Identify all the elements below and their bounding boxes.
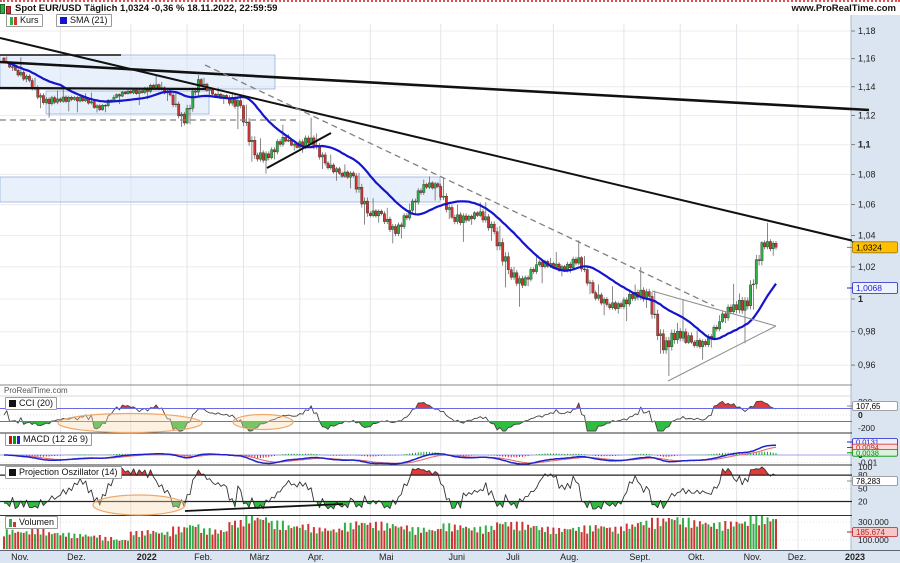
svg-text:Apr.: Apr. <box>308 552 324 562</box>
svg-text:Dez.: Dez. <box>788 552 807 562</box>
svg-text:1,0324: 1,0324 <box>856 242 882 252</box>
svg-text:0,0131: 0,0131 <box>856 438 879 447</box>
svg-text:185.674: 185.674 <box>856 528 885 537</box>
svg-text:Dez.: Dez. <box>67 552 86 562</box>
legend-cci[interactable]: CCI (20) <box>5 397 58 410</box>
svg-text:0,98: 0,98 <box>858 327 876 337</box>
svg-text:107,65: 107,65 <box>856 402 881 411</box>
website-link[interactable]: www.ProRealTime.com <box>791 3 896 14</box>
sma-icon <box>60 17 67 24</box>
macd-panel <box>0 444 852 465</box>
svg-text:50: 50 <box>858 483 868 493</box>
svg-text:Feb.: Feb. <box>194 552 212 562</box>
svg-text:1,18: 1,18 <box>858 26 876 36</box>
svg-text:1,08: 1,08 <box>858 169 876 179</box>
svg-text:80: 80 <box>858 470 868 480</box>
svg-text:78,283: 78,283 <box>856 477 881 486</box>
macd-icon <box>9 435 20 444</box>
svg-text:Nov.: Nov. <box>11 552 29 562</box>
svg-text:-0,01: -0,01 <box>858 458 878 468</box>
cci-icon <box>9 400 16 407</box>
svg-text:Mai: Mai <box>379 552 394 562</box>
svg-text:1,12: 1,12 <box>858 111 876 121</box>
instrument-icon <box>0 3 11 14</box>
svg-text:100.000: 100.000 <box>858 535 889 545</box>
svg-text:1,14: 1,14 <box>858 82 876 92</box>
svg-text:0,96: 0,96 <box>858 360 876 370</box>
svg-text:-200: -200 <box>858 423 875 433</box>
svg-text:1,1: 1,1 <box>858 140 871 150</box>
title-bar: Spot EUR/USD Täglich 1,0324 -0,36 % 18.1… <box>0 0 900 15</box>
svg-text:1,16: 1,16 <box>858 54 876 64</box>
legend-kurs-label: Kurs <box>20 15 39 25</box>
legend-cci-label: CCI (20) <box>19 398 54 408</box>
trend-lines <box>0 37 852 382</box>
legend-macd[interactable]: MACD (12 26 9) <box>5 433 93 446</box>
watermark: ProRealTime.com <box>4 386 68 395</box>
svg-text:Sept.: Sept. <box>629 552 650 562</box>
svg-text:Okt.: Okt. <box>688 552 705 562</box>
svg-text:20: 20 <box>858 497 868 507</box>
legend-projection-label: Projection Oszillator (14) <box>19 467 118 477</box>
svg-text:2023: 2023 <box>845 552 865 562</box>
svg-text:2022: 2022 <box>137 552 157 562</box>
time-axis: Nov. Dez. 2022 Feb. März Apr. Mai Juni Juli Aug. S… <box>11 552 865 562</box>
legend-volumen[interactable]: Volumen <box>5 516 59 529</box>
svg-text:1: 1 <box>858 294 863 304</box>
kurs-icon <box>10 16 17 25</box>
svg-text:0: 0 <box>858 410 863 420</box>
svg-text:Nov.: Nov. <box>744 552 762 562</box>
support-resistance-zones <box>0 54 441 203</box>
ellipse-annotations <box>57 412 294 516</box>
legend-volumen-label: Volumen <box>19 517 55 527</box>
svg-text:Juni: Juni <box>448 552 465 562</box>
svg-text:0,0094: 0,0094 <box>856 443 879 452</box>
legend-sma[interactable]: SMA (21) <box>56 14 112 27</box>
projection-icon <box>9 469 16 476</box>
svg-text:300.000: 300.000 <box>858 517 889 527</box>
legend-projection[interactable]: Projection Oszillator (14) <box>5 466 122 479</box>
projection-panel <box>0 466 852 512</box>
chart-title: Spot EUR/USD Täglich 1,0324 -0,36 % 18.1… <box>15 3 278 14</box>
svg-text:100: 100 <box>858 462 872 472</box>
indicator-axes: 2000-200107,650-0,010,01310,00940,003810… <box>847 397 898 545</box>
svg-text:1,06: 1,06 <box>858 200 876 210</box>
svg-text:1,02: 1,02 <box>858 262 876 272</box>
svg-text:1,04: 1,04 <box>858 231 876 241</box>
svg-text:Aug.: Aug. <box>560 552 579 562</box>
cci-panel <box>0 400 852 432</box>
candlestick-series <box>2 56 778 376</box>
svg-text:März: März <box>249 552 269 562</box>
legend-kurs[interactable]: Kurs <box>6 14 43 27</box>
volumen-icon <box>9 518 16 527</box>
price-axis: 1,18 1,16 1,14 1,12 1,1 1,08 1,06 1,04 1,02 1 0,98… <box>847 26 898 370</box>
svg-text:0,0038: 0,0038 <box>856 449 879 458</box>
svg-text:1,0068: 1,0068 <box>856 283 882 293</box>
legend-macd-label: MACD (12 26 9) <box>23 434 89 444</box>
svg-text:Juli: Juli <box>506 552 520 562</box>
volume-panel <box>0 516 852 549</box>
legend-sma-label: SMA (21) <box>70 15 108 25</box>
